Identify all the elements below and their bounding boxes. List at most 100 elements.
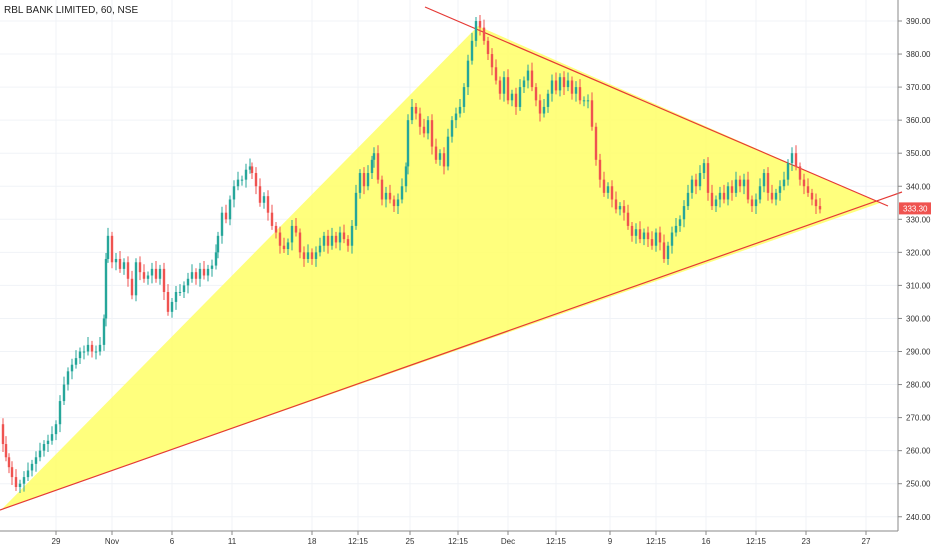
candle-body xyxy=(634,229,638,236)
candle-body xyxy=(406,120,410,167)
y-tick-label: 240.00 xyxy=(906,513,931,522)
candle-body xyxy=(518,87,522,107)
candle-body xyxy=(758,186,762,200)
candle-body xyxy=(7,457,11,468)
candle-body xyxy=(322,235,326,246)
candle-body xyxy=(738,179,742,187)
candle-body xyxy=(10,467,14,478)
candle-body xyxy=(74,358,78,365)
candle-body xyxy=(142,272,146,279)
candle-body xyxy=(198,268,202,279)
candle-body xyxy=(702,163,706,174)
candle-body xyxy=(338,232,342,243)
x-tick-label: Dec xyxy=(501,537,515,546)
candle-body xyxy=(220,212,224,236)
candle-body xyxy=(726,186,730,200)
candle-body xyxy=(750,199,754,207)
candle-body xyxy=(274,225,278,233)
y-tick-label: 310.00 xyxy=(906,281,931,290)
x-tick-label: 25 xyxy=(406,537,415,546)
candle-body xyxy=(34,457,38,464)
candle-body xyxy=(70,364,74,372)
candle-body xyxy=(4,444,8,458)
candle-body xyxy=(98,344,102,352)
candle-body xyxy=(498,80,502,94)
y-tick-label: 280.00 xyxy=(906,381,931,390)
x-tick-label: 11 xyxy=(228,537,237,546)
x-tick-label: 12:15 xyxy=(348,537,369,546)
candle-body xyxy=(376,153,380,180)
candle-body xyxy=(622,206,626,213)
y-tick-label: 270.00 xyxy=(906,414,931,423)
candle-body xyxy=(388,192,392,200)
candle-body xyxy=(314,252,318,259)
candle-body xyxy=(206,268,210,276)
candle-body xyxy=(686,192,690,207)
candle-body xyxy=(554,80,558,91)
candle-body xyxy=(814,199,818,207)
candle-body xyxy=(522,80,526,88)
candle-body xyxy=(610,186,614,200)
candle-body xyxy=(478,21,482,28)
candle-body xyxy=(278,232,282,246)
candle-body xyxy=(194,272,198,279)
candle-body xyxy=(58,401,62,425)
candle-body xyxy=(244,169,248,180)
candle-body xyxy=(410,106,414,121)
x-tick-label: 6 xyxy=(170,537,175,546)
candle-body xyxy=(258,186,262,203)
candle-body xyxy=(786,163,790,180)
candle-body xyxy=(418,113,422,127)
price-axis[interactable]: 240.00 250.00 260.00 270.00 280.00 290.00 300.… xyxy=(897,0,931,531)
candle-body xyxy=(54,424,58,435)
candle-body xyxy=(370,159,374,174)
candle-body xyxy=(698,173,702,187)
candle-body xyxy=(766,173,770,193)
candle-body xyxy=(66,371,70,385)
candle-body xyxy=(514,93,518,107)
candle-body xyxy=(642,232,646,240)
candlestick-series xyxy=(1,15,822,493)
candle-body xyxy=(216,235,220,253)
x-tick-label: 18 xyxy=(308,537,317,546)
candle-body xyxy=(466,60,470,88)
x-tick-label: 9 xyxy=(608,537,613,546)
y-tick-label: 350.00 xyxy=(906,149,931,158)
chart-title: RBL BANK LIMITED, 60, NSE xyxy=(4,5,139,16)
candle-body xyxy=(214,252,218,266)
candle-body xyxy=(46,440,50,445)
candle-body xyxy=(718,192,722,200)
candle-body xyxy=(286,242,290,250)
candle-body xyxy=(372,153,376,160)
candle-body xyxy=(170,301,174,312)
candle-body xyxy=(474,21,478,41)
candle-body xyxy=(590,100,594,127)
candle-body xyxy=(86,344,90,352)
candle-body xyxy=(730,186,734,193)
candle-body xyxy=(430,120,434,147)
candle-body xyxy=(190,272,194,279)
x-tick-label: 27 xyxy=(862,537,871,546)
x-tick-label: 12:15 xyxy=(448,537,469,546)
candle-body xyxy=(494,67,498,81)
candle-body xyxy=(782,179,786,187)
candle-body xyxy=(594,126,598,160)
candle-body xyxy=(646,232,650,240)
candle-body xyxy=(236,179,240,187)
candle-body xyxy=(502,77,506,94)
time-axis[interactable]: 29 Nov 6 11 18 12:15 25 12:15 Dec 12:15 9 12:15 16 12… xyxy=(0,530,898,546)
candle-body xyxy=(526,70,530,81)
candle-body xyxy=(742,179,746,187)
candle-body xyxy=(566,80,570,88)
candle-body xyxy=(506,77,510,101)
x-tick-label: 12:15 xyxy=(746,537,767,546)
candle-body xyxy=(166,292,170,312)
y-tick-label: 260.00 xyxy=(906,447,931,456)
candle-body xyxy=(22,477,26,484)
candle-body xyxy=(462,87,466,107)
candle-body xyxy=(130,278,134,296)
candle-body xyxy=(486,40,490,55)
candle-body xyxy=(674,225,678,233)
candle-body xyxy=(806,186,810,193)
